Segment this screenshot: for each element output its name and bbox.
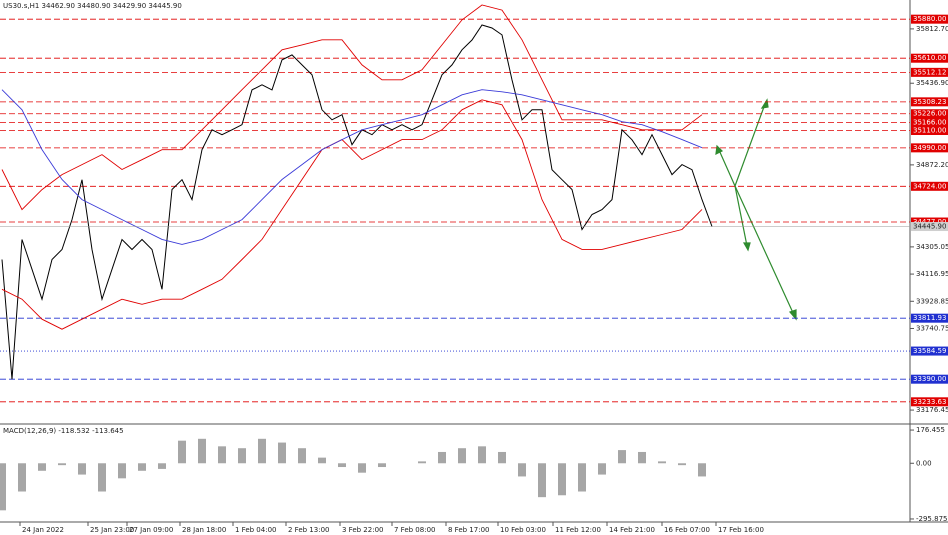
level-label-box — [911, 346, 948, 356]
level-label: 34724.00 — [913, 182, 946, 190]
x-tick-label: 2 Feb 13:00 — [288, 526, 329, 534]
price-line — [1, 89, 703, 245]
level-label: 33584.59 — [913, 347, 946, 355]
chart-title: US30.s,H1 34462.90 34480.90 34429.90 344… — [3, 2, 182, 10]
macd-title: MACD(12,26,9) -118.532 -113.645 — [3, 427, 124, 435]
level-label: 35110.00 — [913, 127, 946, 135]
y-tick-label: 33928.85 — [916, 297, 948, 305]
level-label: 35512.12 — [913, 68, 946, 76]
level-label: 35166.00 — [913, 118, 946, 126]
macd-bar — [598, 463, 606, 475]
macd-bar — [198, 438, 206, 464]
level-label: 35880.00 — [913, 15, 946, 23]
macd-bar — [178, 440, 186, 464]
macd-bar — [98, 463, 106, 492]
last-price-label: 34445.90 — [913, 223, 946, 231]
x-tick-label: 27 Jan 09:00 — [129, 526, 173, 534]
x-tick-label: 24 Jan 2022 — [22, 526, 64, 534]
level-label: 33811.93 — [913, 314, 946, 322]
x-tick-label: 25 Jan 23:00 — [90, 526, 134, 534]
macd-bar — [238, 448, 246, 464]
x-tick-label: 10 Feb 03:00 — [500, 526, 546, 534]
macd-bar — [658, 461, 666, 464]
level-label-box — [911, 117, 948, 127]
level-label: 35226.00 — [913, 110, 946, 118]
macd-bar — [518, 463, 526, 477]
macd-bar — [58, 463, 66, 466]
level-label: 33233.63 — [913, 398, 946, 406]
level-label-box — [911, 109, 948, 119]
macd-bar — [498, 451, 506, 464]
last-price-box — [911, 222, 948, 232]
macd-bar — [258, 438, 266, 464]
level-label-box — [911, 181, 948, 191]
macd-bar — [0, 463, 6, 511]
level-label-box — [911, 67, 948, 77]
macd-bar — [558, 463, 566, 496]
x-tick-label: 11 Feb 12:00 — [555, 526, 601, 534]
macd-bar — [358, 463, 366, 473]
price-line — [1, 99, 703, 330]
x-tick-label: 16 Feb 07:00 — [664, 526, 710, 534]
macd-bar — [698, 463, 706, 477]
level-label-box — [911, 126, 948, 136]
macd-bar — [218, 446, 226, 464]
level-label-box — [911, 143, 948, 153]
y-tick-label: 34872.20 — [916, 161, 948, 169]
macd-bar — [618, 450, 626, 464]
level-label-box — [911, 397, 948, 407]
macd-bar — [458, 448, 466, 464]
macd-bar — [638, 451, 646, 464]
level-label-box — [911, 97, 948, 107]
price-line — [1, 24, 713, 380]
macd-bar — [438, 451, 446, 464]
macd-bar — [378, 463, 386, 468]
y-tick-label: 33740.75 — [916, 324, 948, 332]
level-label-box — [911, 53, 948, 63]
x-tick-label: 8 Feb 17:00 — [448, 526, 489, 534]
macd-tick-label: -295.875 — [916, 515, 947, 523]
level-label-box — [911, 14, 948, 24]
x-tick-label: 3 Feb 22:00 — [342, 526, 383, 534]
level-label: 35610.00 — [913, 54, 946, 62]
y-tick-label: 35436.90 — [916, 79, 948, 87]
macd-tick-label: 0.00 — [916, 459, 932, 467]
level-label: 33390.00 — [913, 375, 946, 383]
level-label-box — [911, 313, 948, 323]
y-tick-label: 34116.95 — [916, 270, 948, 278]
macd-bar — [298, 448, 306, 464]
macd-bar — [18, 463, 26, 492]
x-tick-label: 14 Feb 21:00 — [609, 526, 655, 534]
macd-bar — [278, 442, 286, 464]
y-tick-label: 35812.70 — [916, 25, 948, 33]
macd-bar — [118, 463, 126, 479]
y-tick-label: 34305.05 — [916, 243, 948, 251]
y-tick-label: 33176.45 — [916, 406, 948, 414]
macd-bar — [78, 463, 86, 475]
macd-bar — [418, 461, 426, 464]
price-line — [1, 4, 703, 211]
x-tick-label: 17 Feb 16:00 — [718, 526, 764, 534]
forecast-arrows — [715, 98, 797, 321]
macd-bar — [478, 446, 486, 464]
macd-bar — [158, 463, 166, 469]
x-tick-label: 1 Feb 04:00 — [235, 526, 276, 534]
macd-bar — [318, 457, 326, 464]
macd-bar — [338, 463, 346, 468]
macd-tick-label: 176.455 — [916, 426, 945, 434]
macd-bar — [138, 463, 146, 471]
level-label-box — [911, 374, 948, 384]
level-label: 34990.00 — [913, 144, 946, 152]
x-tick-label: 7 Feb 08:00 — [394, 526, 435, 534]
macd-bar — [538, 463, 546, 498]
macd-bar — [38, 463, 46, 471]
level-label: 35308.23 — [913, 98, 946, 106]
macd-bar — [678, 463, 686, 466]
macd-bar — [578, 463, 586, 492]
x-tick-label: 28 Jan 18:00 — [182, 526, 226, 534]
